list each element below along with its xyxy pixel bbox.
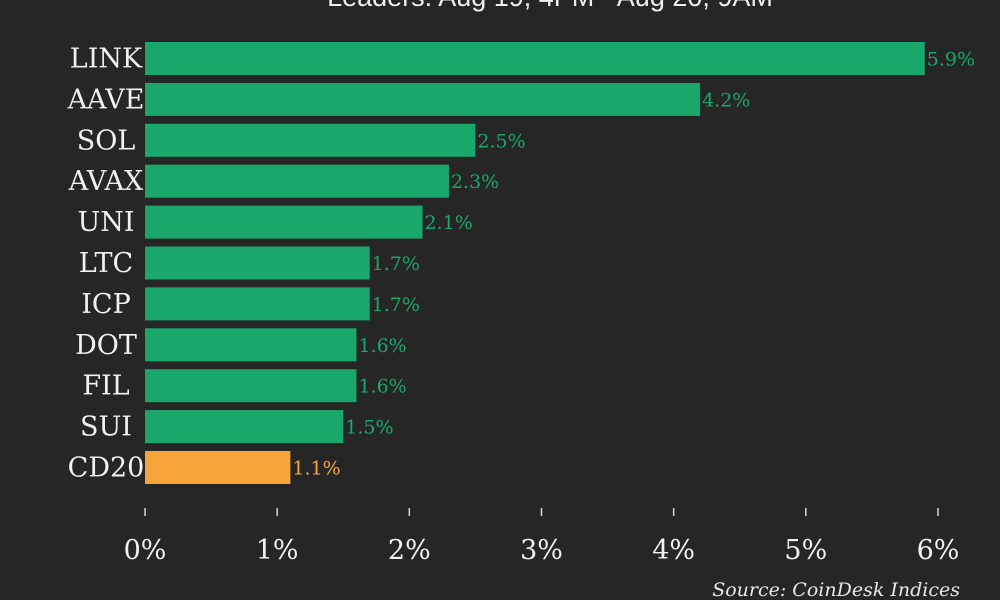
- bar-sui: [145, 410, 344, 444]
- bar-aave: [145, 82, 701, 116]
- category-label-sui: SUI: [80, 412, 132, 443]
- bar-dot: [145, 328, 357, 362]
- value-label-sui: 1.5%: [345, 417, 393, 439]
- bar-ltc: [145, 246, 370, 280]
- value-label-cd20: 1.1%: [292, 458, 340, 480]
- x-tick-label: 6%: [917, 535, 960, 566]
- value-label-sol: 2.5%: [477, 130, 525, 152]
- category-label-link: LINK: [70, 44, 143, 75]
- x-tick-label: 1%: [256, 535, 299, 566]
- bar-avax: [145, 164, 449, 198]
- value-label-ltc: 1.7%: [372, 253, 420, 275]
- value-label-aave: 4.2%: [702, 89, 750, 111]
- x-axis: 0% 1% 2% 3% 4% 5% 6%: [124, 508, 960, 566]
- chart-title: Leaders: Aug 19, 4PM - Aug 20, 9AM: [327, 0, 773, 12]
- category-label-dot: DOT: [75, 330, 137, 361]
- category-label-sol: SOL: [77, 125, 136, 156]
- x-tick-label: 0%: [124, 535, 167, 566]
- bar-fil: [145, 369, 357, 403]
- x-tick-label: 3%: [520, 535, 563, 566]
- value-label-avax: 2.3%: [451, 171, 499, 193]
- category-label-fil: FIL: [82, 371, 129, 402]
- bar-sol: [145, 123, 476, 157]
- category-label-icp: ICP: [81, 289, 131, 320]
- x-tick-label: 4%: [652, 535, 695, 566]
- source-note: Source: CoinDesk Indices: [712, 579, 960, 600]
- x-tick-label: 5%: [784, 535, 827, 566]
- value-label-fil: 1.6%: [358, 376, 406, 398]
- category-label-cd20: CD20: [68, 453, 145, 484]
- bar-icp: [145, 287, 370, 321]
- value-label-link: 5.9%: [927, 49, 975, 71]
- value-label-dot: 1.6%: [358, 335, 406, 357]
- bar-link: [145, 42, 925, 75]
- category-label-ltc: LTC: [79, 248, 133, 279]
- value-label-uni: 2.1%: [425, 212, 473, 234]
- category-label-avax: AVAX: [68, 166, 144, 197]
- x-tick-label: 2%: [388, 535, 431, 566]
- value-label-icp: 1.7%: [372, 294, 420, 316]
- category-label-uni: UNI: [77, 207, 134, 238]
- category-label-aave: AAVE: [67, 84, 145, 115]
- bar-cd20: [145, 451, 291, 484]
- bars-layer: LINK 5.9% AAVE 4.2% SOL 2.5% AVAX 2.3% UNI 2.1% LT…: [67, 42, 975, 484]
- bar-uni: [145, 205, 423, 239]
